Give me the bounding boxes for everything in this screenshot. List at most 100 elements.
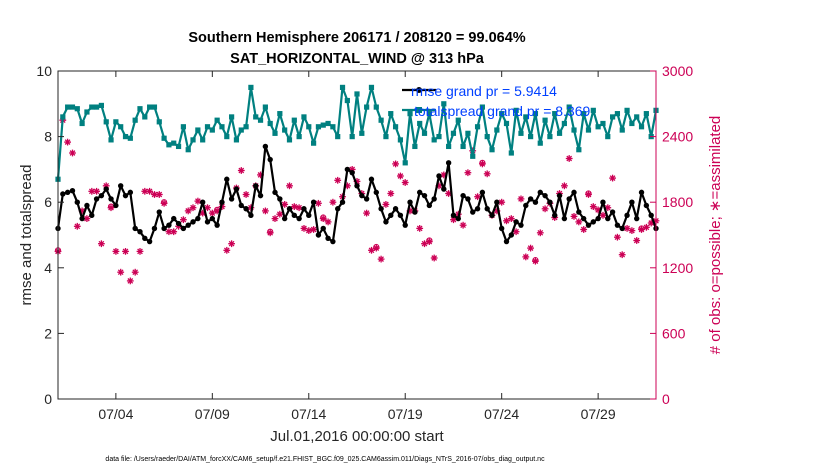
rmse-point: [503, 238, 510, 245]
rmse-point: [291, 212, 298, 219]
totalspread-point: [98, 102, 105, 109]
rmse-point: [614, 222, 621, 228]
totalspread-point: [89, 104, 95, 110]
rmse-point: [542, 192, 548, 199]
obs-assimilated-point: [396, 172, 404, 180]
totalspread-point: [248, 84, 254, 90]
totalspread-point: [383, 134, 389, 140]
totalspread-point: [301, 114, 307, 120]
rmse-point: [60, 191, 66, 197]
obs-assimilated-point: [633, 237, 641, 244]
totalspread-point: [262, 104, 268, 110]
totalspread-point: [484, 134, 490, 140]
rmse-point: [89, 212, 95, 219]
totalspread-point: [595, 124, 601, 130]
rmse-point: [248, 212, 254, 219]
rmse-point: [339, 199, 346, 205]
rmse-point: [460, 192, 466, 199]
totalspread-point: [315, 124, 322, 130]
rmse-point: [142, 235, 148, 241]
totalspread-point: [537, 140, 543, 146]
rmse-point: [84, 202, 90, 209]
rmse-point: [431, 196, 437, 202]
totalspread-point: [137, 106, 143, 112]
rmse-point: [243, 206, 249, 212]
obs-assimilated-point: [69, 149, 76, 157]
rmse-point: [412, 209, 418, 215]
x-tick-label: 07/09: [195, 406, 230, 422]
totalspread-point: [571, 127, 577, 133]
obs-assimilated-point: [527, 244, 534, 252]
rmse-point: [69, 188, 76, 194]
chart-subtitle: SAT_HORIZONTAL_WIND @ 313 hPa: [230, 51, 485, 67]
totalspread-point: [339, 84, 346, 90]
x-tick-label: 07/19: [388, 406, 423, 422]
rmse-point: [494, 199, 500, 205]
totalspread-point: [180, 124, 186, 130]
obs-assimilated-point: [599, 211, 607, 219]
rmse-point: [93, 196, 100, 202]
rmse-point: [373, 189, 379, 196]
rmse-point: [580, 215, 587, 222]
obs-assimilated-point: [93, 187, 100, 195]
obs-assimilated-point: [112, 247, 120, 255]
totalspread-point: [364, 104, 370, 110]
obs-assimilated-point: [107, 204, 115, 212]
rmse-point: [619, 225, 625, 232]
left-tick-label: 2: [44, 325, 52, 341]
rmse-point: [576, 209, 582, 215]
rmse-point: [98, 192, 105, 199]
rmse-point: [151, 225, 158, 232]
totalspread-point: [503, 120, 510, 127]
totalspread-point: [417, 120, 423, 127]
totalspread-point: [397, 137, 404, 143]
rmse-point: [190, 219, 196, 225]
obs-assimilated-point: [425, 238, 433, 246]
rmse-point: [508, 232, 515, 238]
obs-assimilated-point: [536, 229, 544, 237]
obs-assimilated-point: [334, 176, 342, 184]
totalspread-point: [229, 114, 235, 120]
totalspread-point: [335, 134, 341, 140]
left-tick-label: 8: [44, 129, 52, 145]
rmse-point: [175, 220, 182, 227]
rmse-point: [465, 196, 471, 202]
totalspread-point: [609, 114, 616, 120]
totalspread-point: [214, 117, 220, 123]
left-tick-label: 10: [36, 63, 52, 79]
rmse-point: [325, 235, 331, 241]
obs-assimilated-point: [580, 226, 588, 233]
totalspread-point: [426, 111, 432, 117]
legend-rmse-label: rmse grand pr = 5.9414: [411, 83, 557, 99]
totalspread-point: [175, 143, 182, 150]
right-axis-label: # of obs: o=possible; ∗=assimilated: [707, 116, 724, 355]
totalspread-point: [407, 111, 413, 117]
obs-assimilated-point: [73, 222, 81, 230]
totalspread-point: [185, 147, 191, 153]
obs-assimilated-point: [517, 195, 525, 203]
totalspread-point: [561, 120, 567, 127]
totalspread-point: [291, 117, 297, 123]
rmse-point: [609, 209, 616, 215]
rmse-point: [624, 212, 630, 219]
obs-assimilated-point: [382, 200, 390, 208]
obs-assimilated-point: [570, 212, 578, 220]
totalspread-point: [523, 114, 529, 120]
obs-assimilated-point: [189, 204, 197, 212]
totalspread-point: [436, 134, 442, 140]
totalspread-point: [489, 147, 495, 153]
totalspread-point: [619, 127, 625, 133]
rmse-point: [605, 215, 611, 222]
obs-assimilated-point: [155, 191, 163, 198]
rmse-point: [277, 196, 283, 202]
rmse-point: [228, 196, 235, 202]
totalspread-point: [431, 137, 437, 143]
totalspread-point: [344, 97, 350, 104]
totalspread-point: [629, 120, 635, 127]
rmse-point: [523, 202, 529, 209]
right-tick-label: 3000: [662, 63, 693, 79]
rmse-point: [310, 199, 317, 205]
rmse-point: [117, 183, 124, 189]
totalspread-point: [161, 135, 167, 141]
rmse-point: [388, 212, 394, 219]
